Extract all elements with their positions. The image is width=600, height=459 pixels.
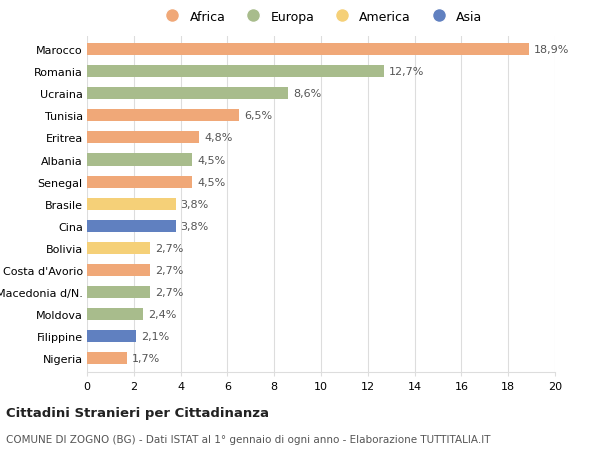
- Bar: [87, 286, 150, 298]
- Text: 2,7%: 2,7%: [155, 287, 183, 297]
- Text: 3,8%: 3,8%: [181, 199, 209, 209]
- Text: 8,6%: 8,6%: [293, 89, 321, 99]
- Legend: Africa, Europa, America, Asia: Africa, Europa, America, Asia: [160, 11, 482, 24]
- Bar: [87, 44, 529, 56]
- Text: 4,5%: 4,5%: [197, 155, 225, 165]
- Bar: [87, 154, 193, 166]
- Text: 3,8%: 3,8%: [181, 221, 209, 231]
- Text: COMUNE DI ZOGNO (BG) - Dati ISTAT al 1° gennaio di ogni anno - Elaborazione TUTT: COMUNE DI ZOGNO (BG) - Dati ISTAT al 1° …: [6, 434, 491, 444]
- Bar: [87, 220, 176, 232]
- Text: 4,8%: 4,8%: [204, 133, 232, 143]
- Bar: [87, 198, 176, 210]
- Bar: [87, 264, 150, 276]
- Bar: [87, 88, 288, 100]
- Bar: [87, 330, 136, 342]
- Text: 4,5%: 4,5%: [197, 177, 225, 187]
- Bar: [87, 176, 193, 188]
- Bar: [87, 66, 384, 78]
- Text: 6,5%: 6,5%: [244, 111, 272, 121]
- Text: 1,7%: 1,7%: [131, 353, 160, 364]
- Text: 2,4%: 2,4%: [148, 309, 176, 319]
- Bar: [87, 242, 150, 254]
- Text: 2,7%: 2,7%: [155, 265, 183, 275]
- Text: 2,1%: 2,1%: [141, 331, 169, 341]
- Bar: [87, 353, 127, 364]
- Bar: [87, 110, 239, 122]
- Text: 2,7%: 2,7%: [155, 243, 183, 253]
- Bar: [87, 132, 199, 144]
- Text: Cittadini Stranieri per Cittadinanza: Cittadini Stranieri per Cittadinanza: [6, 406, 269, 419]
- Text: 18,9%: 18,9%: [534, 45, 569, 55]
- Bar: [87, 308, 143, 320]
- Text: 12,7%: 12,7%: [389, 67, 424, 77]
